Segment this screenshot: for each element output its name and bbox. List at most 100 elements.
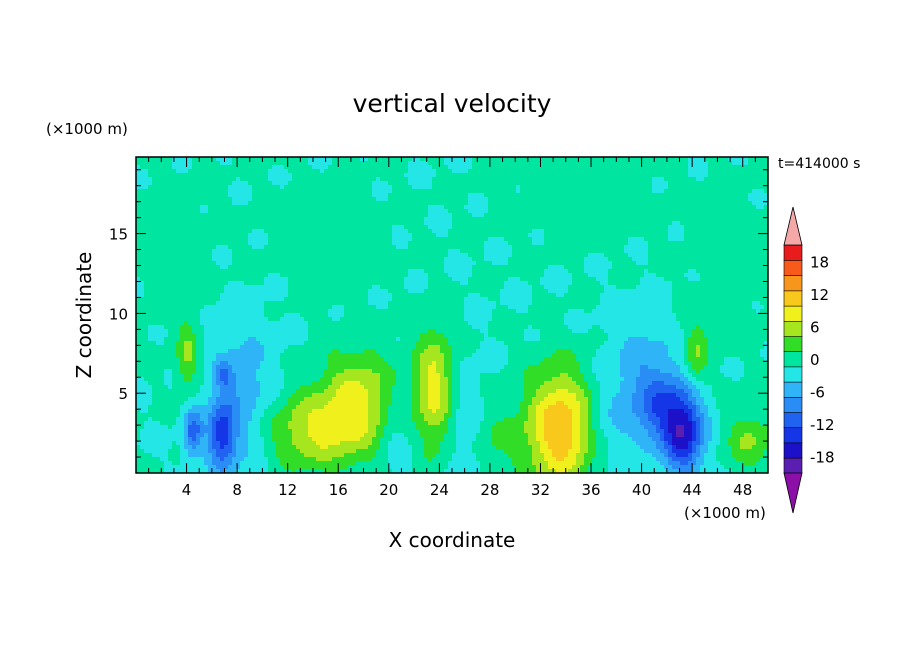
field-cell [532, 189, 537, 194]
field-cell [528, 205, 533, 210]
field-cell [720, 217, 725, 222]
field-cell [424, 193, 429, 198]
field-cell [288, 249, 293, 254]
field-cell [296, 165, 301, 170]
field-cell [244, 205, 249, 210]
field-cell [380, 193, 385, 198]
field-cell [216, 165, 221, 170]
field-cell [408, 269, 413, 274]
field-cell [228, 241, 233, 246]
field-cell [392, 261, 397, 266]
field-cell [232, 257, 237, 262]
field-cell [188, 213, 193, 218]
field-cell [652, 237, 657, 242]
field-cell [536, 185, 541, 190]
field-cell [208, 201, 213, 206]
field-cell [624, 253, 629, 258]
field-cell [320, 185, 325, 190]
field-cell [284, 277, 289, 282]
field-cell [460, 221, 465, 226]
field-cell [612, 181, 617, 186]
field-cell [352, 265, 357, 270]
field-cell [240, 193, 245, 198]
field-cell [148, 225, 153, 230]
field-cell [696, 157, 701, 162]
field-cell [184, 217, 189, 222]
field-cell [588, 269, 593, 274]
field-cell [592, 229, 597, 234]
field-cell [624, 261, 629, 266]
field-cell [652, 189, 657, 194]
field-cell [572, 157, 577, 162]
field-cell [512, 205, 517, 210]
field-cell [152, 237, 157, 242]
field-cell [592, 165, 597, 170]
field-cell [180, 217, 185, 222]
field-cell [624, 209, 629, 214]
field-cell [604, 157, 609, 162]
field-cell [564, 221, 569, 226]
field-cell [208, 225, 213, 230]
field-cell [280, 169, 285, 174]
field-cell [136, 257, 141, 262]
field-cell [444, 209, 449, 214]
field-cell [224, 161, 229, 166]
field-cell [260, 245, 265, 250]
field-cell [136, 225, 141, 230]
field-cell [648, 261, 653, 266]
field-cell [628, 233, 633, 238]
field-cell [564, 173, 569, 178]
field-cell [604, 233, 609, 238]
field-cell [356, 161, 361, 166]
field-cell [740, 169, 745, 174]
field-cell [644, 165, 649, 170]
field-cell [212, 157, 217, 162]
field-cell [516, 185, 521, 190]
field-cell [300, 265, 305, 270]
field-cell [144, 165, 149, 170]
field-cell [544, 205, 549, 210]
field-cell [684, 157, 689, 162]
field-cell [624, 157, 629, 162]
field-cell [696, 273, 701, 278]
field-cell [516, 213, 521, 218]
field-cell [312, 185, 317, 190]
field-cell [588, 181, 593, 186]
field-cell [600, 209, 605, 214]
field-cell [324, 229, 329, 234]
field-cell [240, 213, 245, 218]
field-cell [648, 185, 653, 190]
field-cell [300, 173, 305, 178]
field-cell [744, 261, 749, 266]
field-cell [272, 253, 277, 258]
field-cell [356, 209, 361, 214]
field-cell [388, 201, 393, 206]
field-cell [356, 229, 361, 234]
field-cell [216, 205, 221, 210]
field-cell [144, 225, 149, 230]
field-cell [316, 169, 321, 174]
field-cell [344, 157, 349, 162]
field-cell [708, 225, 713, 230]
field-cell [332, 253, 337, 258]
field-cell [760, 233, 765, 238]
field-cell [320, 197, 325, 202]
field-cell [256, 205, 261, 210]
field-cell [680, 225, 685, 230]
field-cell [304, 257, 309, 262]
field-cell [372, 241, 377, 246]
field-cell [172, 209, 177, 214]
field-cell [472, 189, 477, 194]
field-cell [236, 265, 241, 270]
field-cell [724, 205, 729, 210]
field-cell [236, 257, 241, 262]
field-cell [568, 209, 573, 214]
field-cell [652, 257, 657, 262]
field-cell [580, 173, 585, 178]
field-cell [256, 257, 261, 262]
field-cell [436, 265, 441, 270]
field-cell [516, 161, 521, 166]
field-cell [232, 193, 237, 198]
field-cell [172, 265, 177, 270]
field-cell [248, 225, 253, 230]
